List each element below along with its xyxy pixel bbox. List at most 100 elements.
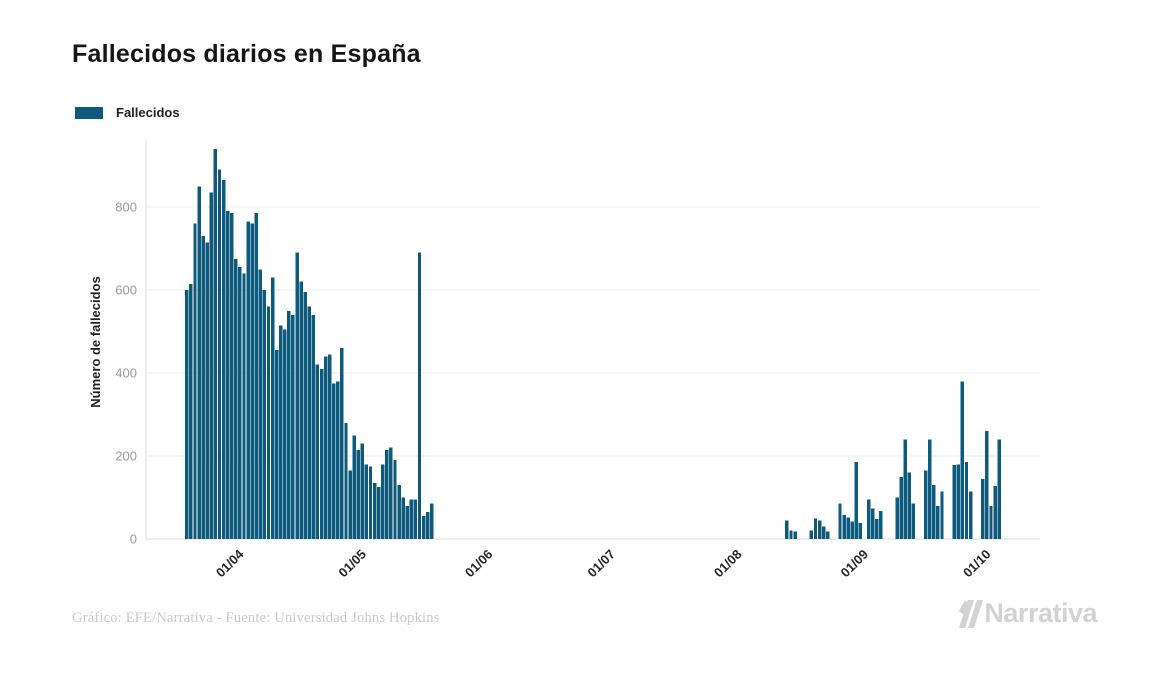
bar[interactable] <box>985 431 989 539</box>
bar[interactable] <box>340 348 344 539</box>
bar[interactable] <box>895 497 899 540</box>
bar[interactable] <box>360 443 365 539</box>
bar[interactable] <box>413 499 418 539</box>
bar[interactable] <box>879 510 883 539</box>
bar[interactable] <box>842 514 846 539</box>
bar[interactable] <box>193 223 197 539</box>
bar[interactable] <box>270 277 275 539</box>
bar[interactable] <box>430 503 434 539</box>
bar[interactable] <box>381 464 385 539</box>
bar[interactable] <box>376 487 381 540</box>
bar[interactable] <box>923 470 928 539</box>
bar[interactable] <box>254 213 258 540</box>
bar[interactable] <box>217 169 222 539</box>
bar[interactable] <box>854 462 859 539</box>
bar[interactable] <box>417 252 422 539</box>
bar[interactable] <box>299 281 303 539</box>
bar[interactable] <box>189 283 193 539</box>
bar[interactable] <box>348 470 352 539</box>
bar[interactable] <box>225 211 230 539</box>
bar[interactable] <box>307 306 311 539</box>
bar[interactable] <box>332 383 336 540</box>
bar[interactable] <box>789 530 793 539</box>
bar[interactable] <box>809 530 814 539</box>
bar[interactable] <box>421 516 426 539</box>
bar[interactable] <box>993 485 997 539</box>
bar[interactable] <box>327 354 332 539</box>
bar[interactable] <box>287 310 291 539</box>
bar[interactable] <box>356 449 360 539</box>
bar[interactable] <box>230 213 234 540</box>
bar[interactable] <box>397 485 401 539</box>
bar[interactable] <box>793 531 797 539</box>
bar[interactable] <box>279 325 283 539</box>
bar[interactable] <box>425 512 430 539</box>
bar[interactable] <box>997 439 1001 539</box>
bar[interactable] <box>952 465 956 539</box>
bar[interactable] <box>258 269 263 539</box>
bar[interactable] <box>899 476 903 539</box>
bar[interactable] <box>311 314 316 539</box>
bar[interactable] <box>866 499 871 539</box>
bar[interactable] <box>209 192 214 540</box>
bar[interactable] <box>242 273 246 539</box>
bar[interactable] <box>981 478 985 539</box>
bar[interactable] <box>936 505 940 539</box>
bar[interactable] <box>858 523 863 539</box>
bar[interactable] <box>185 290 189 539</box>
bar[interactable] <box>911 503 916 539</box>
bar[interactable] <box>336 381 340 539</box>
bar[interactable] <box>213 148 218 539</box>
bar[interactable] <box>197 186 201 539</box>
bar[interactable] <box>928 439 932 539</box>
bar[interactable] <box>826 531 830 539</box>
bar[interactable] <box>393 460 397 539</box>
bar[interactable] <box>250 223 254 539</box>
bar[interactable] <box>266 306 271 539</box>
bar[interactable] <box>960 381 965 539</box>
bar[interactable] <box>875 519 879 539</box>
bar[interactable] <box>956 464 961 539</box>
bar[interactable] <box>246 221 250 539</box>
bar[interactable] <box>205 242 209 539</box>
bar[interactable] <box>352 435 356 539</box>
bar[interactable] <box>968 491 973 539</box>
bar[interactable] <box>234 258 238 540</box>
bar[interactable] <box>238 267 242 539</box>
bar[interactable] <box>903 439 907 539</box>
bar[interactable] <box>303 292 307 539</box>
bar[interactable] <box>817 520 822 540</box>
bar[interactable] <box>291 314 295 539</box>
bar[interactable] <box>850 521 854 539</box>
bar[interactable] <box>323 356 328 539</box>
bar[interactable] <box>372 482 377 539</box>
bar[interactable] <box>846 517 850 539</box>
bar[interactable] <box>364 464 369 539</box>
bar[interactable] <box>401 497 405 540</box>
bar[interactable] <box>389 447 393 539</box>
bar[interactable] <box>932 485 936 539</box>
bar[interactable] <box>368 466 373 540</box>
bar[interactable] <box>785 520 789 540</box>
bar[interactable] <box>262 290 267 539</box>
bar[interactable] <box>838 503 842 539</box>
bar[interactable] <box>821 526 826 539</box>
bar[interactable] <box>344 422 348 539</box>
bar[interactable] <box>201 236 205 540</box>
bar[interactable] <box>907 472 912 539</box>
bar[interactable] <box>221 180 226 539</box>
bar[interactable] <box>315 364 320 539</box>
bar[interactable] <box>295 252 299 539</box>
bar[interactable] <box>870 508 875 539</box>
bar[interactable] <box>940 491 944 539</box>
bar[interactable] <box>274 350 279 539</box>
bar[interactable] <box>964 462 969 539</box>
bar[interactable] <box>283 329 287 539</box>
bar[interactable] <box>989 505 993 539</box>
bar[interactable] <box>813 518 818 539</box>
chart-credit: Gráfico: EFE/Narrativa - Fuente: Univers… <box>72 610 440 626</box>
bar[interactable] <box>319 368 324 539</box>
bar[interactable] <box>385 449 389 539</box>
bar[interactable] <box>409 499 414 539</box>
bar[interactable] <box>405 505 409 539</box>
